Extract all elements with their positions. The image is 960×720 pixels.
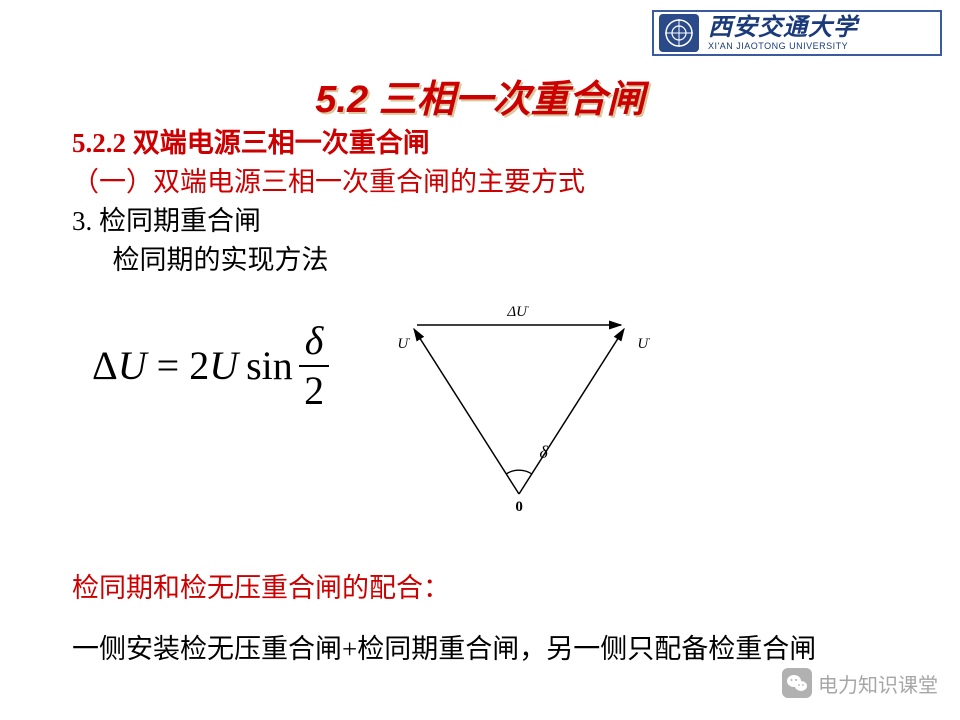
item-3-label: 3. 检同期重合闸 [72, 202, 910, 241]
label-delta-u: ΔU· [507, 301, 529, 324]
watermark: 电力知识课堂 [782, 668, 938, 698]
logo-cn-name: 西安交通大学 [708, 16, 858, 40]
label-u-right: U· [637, 333, 650, 356]
label-origin: 0 [515, 497, 523, 519]
watermark-text: 电力知识课堂 [818, 669, 938, 698]
logo-emblem-icon [656, 12, 702, 54]
coordination-heading: 检同期和检无压重合闸的配合： [72, 569, 910, 608]
vector-diagram: ΔU· U· U· δ 0 [379, 299, 679, 519]
wechat-icon [782, 668, 812, 698]
label-delta: δ [539, 439, 547, 465]
formula-denominator: 2 [304, 367, 324, 411]
formula: ΔU = 2U sin δ 2 [92, 321, 329, 411]
item-3-sub: 检同期的实现方法 [72, 241, 910, 280]
section-one: （一）双端电源三相一次重合闸的主要方式 [72, 163, 910, 202]
slide-content: 5.2.2 双端电源三相一次重合闸 （一）双端电源三相一次重合闸的主要方式 3.… [72, 124, 910, 669]
university-logo: 西安交通大学 XI'AN JIAOTONG UNIVERSITY [652, 10, 942, 56]
label-u-left: U· [397, 333, 410, 356]
formula-numerator: δ [299, 321, 330, 367]
slide-title: 5.2 三相一次重合闸 [0, 68, 960, 123]
body-last-paragraph: 一侧安装检无压重合闸+检同期重合闸，另一侧只配备检重合闸 [72, 630, 910, 669]
logo-text: 西安交通大学 XI'AN JIAOTONG UNIVERSITY [708, 16, 858, 51]
formula-and-diagram-row: ΔU = 2U sin δ 2 [72, 299, 910, 519]
heading-5-2-2: 5.2.2 双端电源三相一次重合闸 [72, 124, 910, 163]
logo-en-name: XI'AN JIAOTONG UNIVERSITY [708, 42, 858, 51]
